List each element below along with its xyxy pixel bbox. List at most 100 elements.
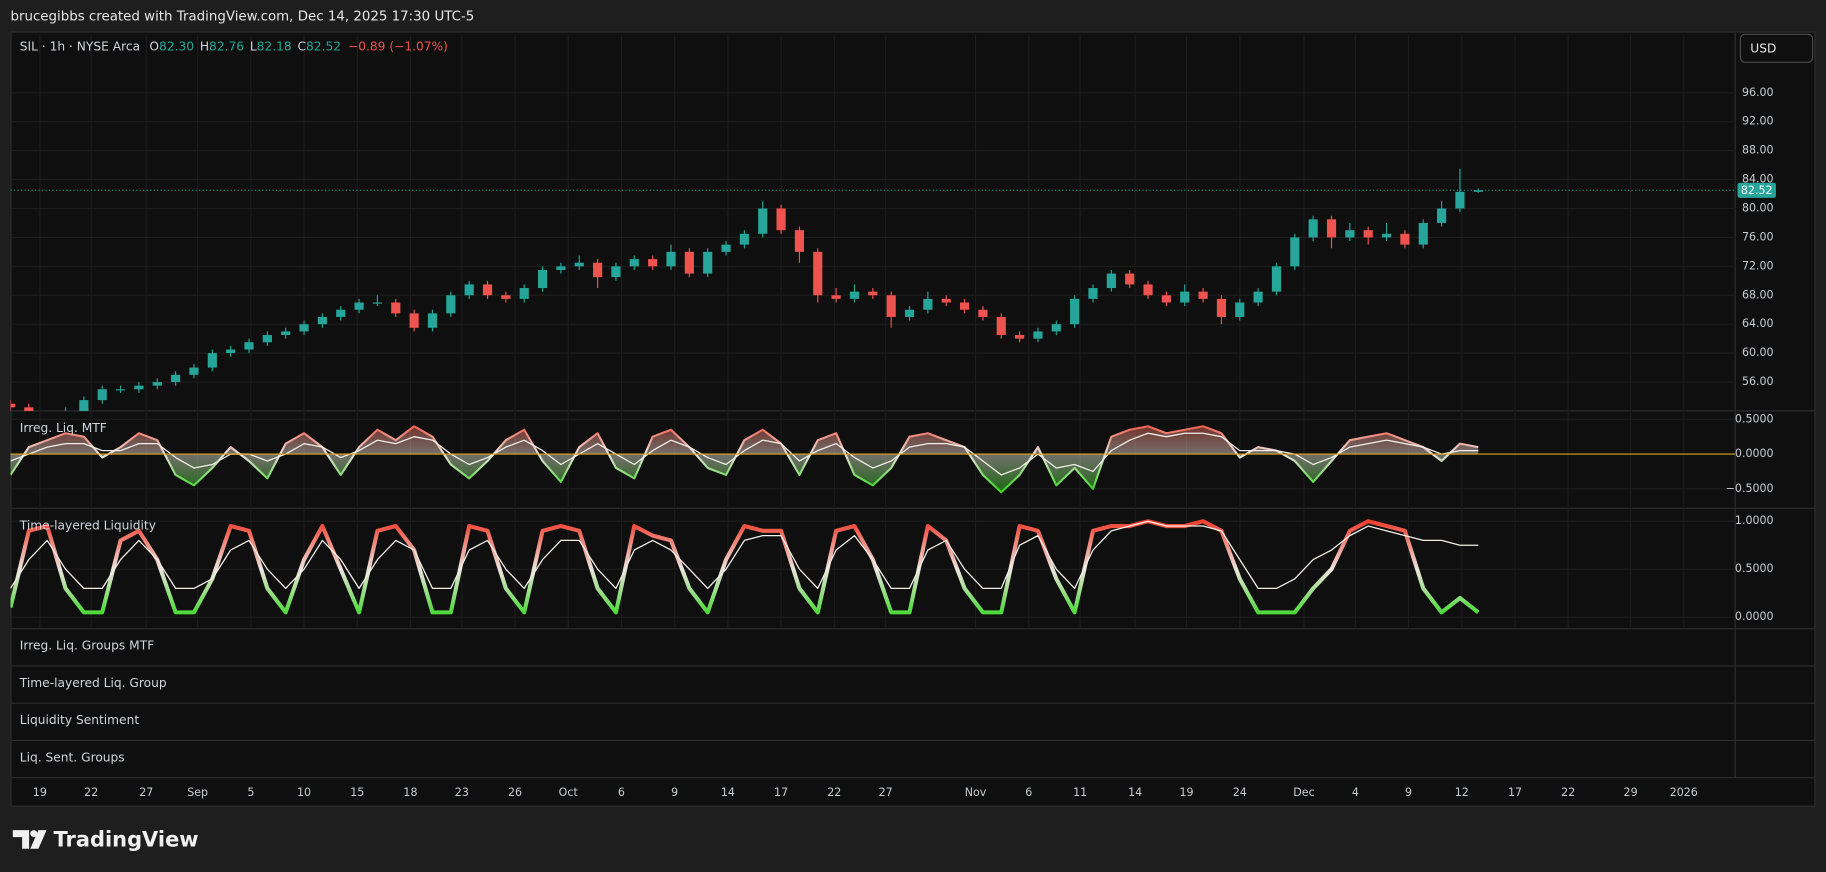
candle-body	[703, 251, 713, 274]
candle-body	[79, 400, 89, 411]
x-tick-label: 27	[139, 786, 153, 799]
candle-body	[758, 208, 768, 234]
last-price-label: 82.52	[1741, 184, 1773, 197]
candle-body	[189, 367, 199, 375]
candle-body	[281, 331, 291, 336]
x-tick-label: 4	[1352, 786, 1359, 799]
x-tick-label: 15	[350, 786, 364, 799]
logo-shape	[30, 830, 38, 838]
x-tick-label: 27	[879, 786, 893, 799]
x-tick-label: 19	[1180, 786, 1194, 799]
logo-shape	[30, 830, 47, 849]
currency-button[interactable]	[1739, 33, 1814, 63]
candle-body	[849, 291, 860, 299]
candle-body	[978, 309, 988, 317]
legend-key: C	[297, 39, 306, 53]
y-tick-label: 92.00	[1742, 115, 1774, 128]
candle-body	[776, 208, 786, 231]
candle-body	[1015, 335, 1025, 339]
brand-name: TradingView	[54, 828, 199, 852]
x-tick-label: 26	[508, 786, 522, 799]
candle-body	[1363, 230, 1373, 238]
legend-key: H	[200, 39, 209, 53]
candle-body	[1216, 298, 1227, 317]
x-tick-label: 10	[297, 786, 311, 799]
legend-value: 82.52	[306, 39, 341, 53]
y-tick-label: 84.00	[1742, 173, 1774, 186]
candle-body	[354, 302, 364, 310]
x-tick-label: 29	[1624, 786, 1638, 799]
candle-body	[1198, 291, 1208, 299]
x-tick-label: 5	[247, 786, 254, 799]
candle-body	[262, 335, 272, 343]
candle-body	[409, 313, 419, 328]
plots	[10, 168, 1736, 615]
candle-body	[1455, 191, 1465, 209]
candle-body	[1345, 230, 1355, 238]
candle-body	[1400, 233, 1410, 245]
x-tick-label: 9	[671, 786, 678, 799]
candle-body	[813, 251, 823, 296]
x-tick-label: 17	[774, 786, 788, 799]
y-tick-label: 72.00	[1742, 259, 1774, 272]
candle-body	[482, 284, 493, 296]
indicator-line	[10, 425, 1479, 494]
candle-body	[537, 269, 548, 289]
legend-value: 82.76	[209, 39, 244, 53]
y-tick-label: 96.00	[1742, 86, 1774, 99]
candle-body	[464, 284, 474, 296]
x-tick-label: 22	[827, 786, 841, 799]
candle-body	[886, 295, 896, 317]
candle-body	[427, 313, 438, 328]
candle-body	[519, 288, 529, 299]
candle-body	[629, 259, 639, 267]
currency-label[interactable]: USD	[1750, 41, 1776, 55]
collapsed-pane-title[interactable]: Liquidity Sentiment	[20, 713, 140, 727]
candle-body	[152, 382, 162, 386]
candle-body	[666, 251, 676, 267]
legend-change: −0.89 (−1.07%)	[348, 39, 448, 53]
candle-body	[336, 309, 346, 317]
grid	[11, 34, 1736, 629]
candle-body	[97, 389, 107, 401]
candle-body	[1235, 302, 1245, 317]
y-tick-label: 56.00	[1742, 375, 1774, 388]
x-tick-label: Nov	[965, 786, 987, 799]
candle-body	[1070, 298, 1080, 325]
candle-body	[1308, 219, 1318, 238]
x-tick-label: Sep	[187, 786, 208, 799]
candle-body	[134, 385, 144, 390]
candle-body	[1418, 222, 1428, 245]
collapsed-pane-title[interactable]: Irreg. Liq. Groups MTF	[20, 639, 154, 653]
y-tick-label: 0.0000	[1735, 610, 1774, 623]
candle-body	[556, 266, 566, 270]
candle-body	[1271, 266, 1282, 292]
symbol-legend: SIL · 1h · NYSE Arca O82.30 H82.76 L82.18 C8…	[20, 39, 448, 53]
x-tick-label: 11	[1073, 786, 1087, 799]
legend-key: O	[149, 39, 159, 53]
x-tick-label: 12	[1455, 786, 1469, 799]
candle-body	[115, 389, 126, 391]
pane-plot	[10, 168, 1736, 411]
candle-body	[1143, 284, 1153, 296]
pane-title: Time-layered Liquidity	[19, 519, 156, 533]
y-tick-label: 0.5000	[1735, 562, 1774, 575]
x-tick-label: 19	[33, 786, 47, 799]
pane-plot	[10, 425, 1736, 494]
candle-body	[1473, 190, 1483, 192]
collapsed-pane-title[interactable]: Time-layered Liq. Group	[19, 676, 167, 690]
legend-value: 82.30	[159, 39, 194, 53]
collapsed-pane-title[interactable]: Liq. Sent. Groups	[20, 750, 125, 764]
candle-body	[868, 291, 878, 296]
candle-body	[1290, 237, 1300, 267]
candle-body	[226, 349, 236, 354]
candle-body	[446, 295, 456, 314]
candle-body	[1088, 288, 1098, 299]
y-tick-label: 64.00	[1742, 317, 1774, 330]
candle-body	[941, 298, 951, 303]
candle-body	[299, 324, 309, 332]
candle-body	[593, 262, 603, 278]
candle-body	[171, 374, 181, 383]
candle-body	[648, 259, 658, 267]
